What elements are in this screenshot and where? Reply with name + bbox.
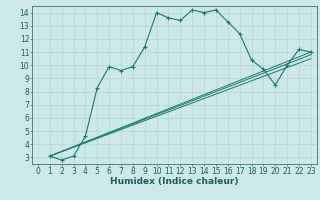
X-axis label: Humidex (Indice chaleur): Humidex (Indice chaleur) (110, 177, 239, 186)
